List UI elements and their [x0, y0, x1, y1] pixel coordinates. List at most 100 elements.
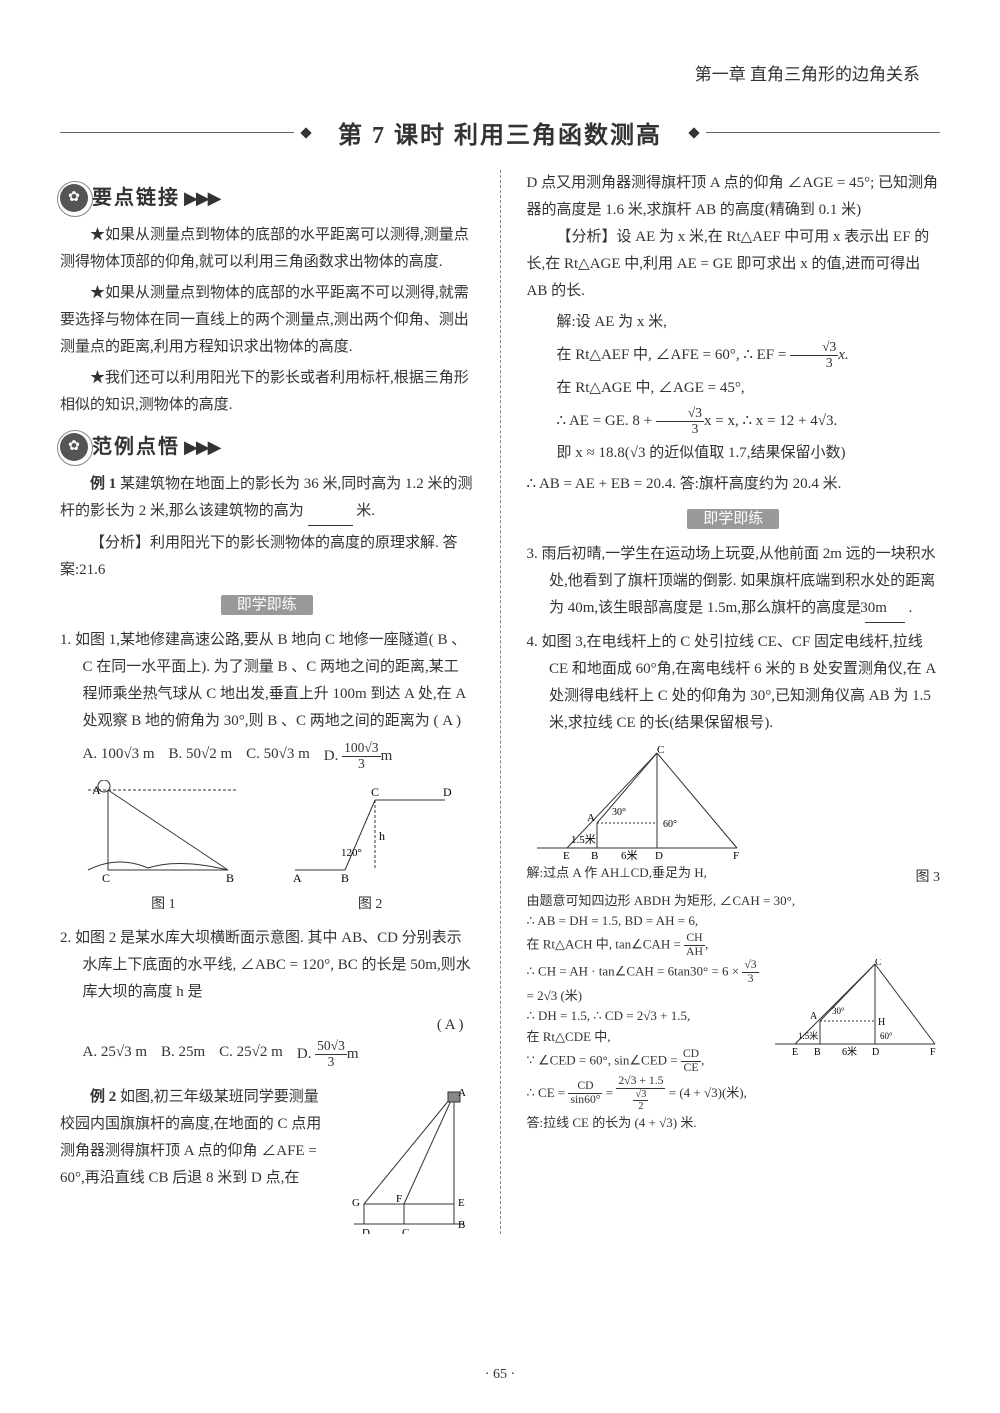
q4-sol-9b-num: 2√3 + 1.5 [616, 1075, 665, 1089]
option-d-unit: m [381, 748, 393, 764]
q4-sol-8-num: CD [681, 1048, 701, 1062]
figure-1-svg: A C B [78, 780, 248, 890]
option-b: B. 50√2 m [168, 741, 232, 772]
example-1-text: 某建筑物在地面上的影长为 36 米,同时高为 1.2 米的测杆的影长为 2 米,… [60, 476, 473, 519]
svg-text:6米: 6米 [621, 849, 638, 862]
title-line-left [60, 132, 294, 133]
svg-text:1.5米: 1.5米 [798, 1030, 818, 1041]
practice-banner-right: 即学即练 [527, 506, 941, 533]
figure-3-svg: C A 30° 1.5米 B E D F 60° 6米 [527, 743, 747, 863]
q4-sol-4-den: AH [684, 946, 705, 959]
figure-2: A B C D h 120° 图 2 [285, 780, 455, 917]
example-1-tail: 米. [356, 503, 375, 519]
svg-text:A: A [458, 1087, 466, 1099]
q4-sol-3: ∴ AB = DH = 1.5, BD = AH = 6, [527, 911, 941, 932]
q4-sol-10: 答:拉线 CE 的长为 (4 + √3) 米. [527, 1113, 941, 1134]
option-d-unit: m [347, 1046, 359, 1062]
sol-l4-post: x = x, ∴ x = 12 + 4√3. [704, 412, 837, 428]
option-a: A. 25√3 m [83, 1039, 147, 1070]
left-column: ✿ 要点链接 ▶▶▶ ★如果从测量点到物体的底部的水平距离可以测得,测量点测得物… [60, 170, 474, 1234]
example-1-blank [308, 498, 353, 526]
svg-text:B: B [341, 871, 349, 885]
sol-l2-num: √3 [790, 340, 838, 356]
practice-label: 即学即练 [221, 595, 313, 615]
diamond-right [688, 127, 699, 138]
svg-text:C: C [875, 959, 882, 968]
svg-text:30°: 30° [612, 807, 626, 818]
problem-2: 2. 如图 2 是某水库大坝横断面示意图. 其中 AB、CD 分别表示水库上下底… [60, 925, 474, 1006]
diamond-left [300, 127, 311, 138]
keypoint-2: ★如果从测量点到物体的底部的水平距离不可以测得,就需要选择与物体在同一直线上的两… [60, 280, 474, 361]
sol-l4-num: √3 [656, 406, 704, 422]
q4-sol-8-post: , [701, 1052, 704, 1067]
problem-4-solution-cont: 由题意可知四边形 ABDH 为矩形, ∠CAH = 30°, ∴ AB = DH… [527, 891, 941, 1134]
q4-sol-1: 解:过点 A 作 AH⊥CD,垂足为 H, [527, 863, 908, 884]
problem-1-options: A. 100√3 m B. 50√2 m C. 50√3 m D. 100√33… [60, 741, 474, 772]
q4-sol-9: ∴ CE = CDsin60° = 2√3 + 1.5√32 = (4 + √3… [527, 1075, 941, 1113]
sol-line-1: 解:设 AE 为 x 米, [527, 309, 941, 336]
option-c: C. 25√2 m [219, 1039, 283, 1070]
section-keypoints-header: ✿ 要点链接 ▶▶▶ [60, 180, 474, 216]
sol-line-3: 在 Rt△AGE 中, ∠AGE = 45°, [527, 375, 941, 402]
example-2-analysis: 【分析】设 AE 为 x 米,在 Rt△AEF 中可用 x 表示出 EF 的长,… [527, 224, 941, 305]
q4-sol-9a-num: CD [568, 1080, 602, 1094]
page-number: · 65 · [485, 1367, 515, 1383]
q4-sol-5-pre: ∴ CH = AH · tan∠CAH = 6tan30° = 6 × [527, 963, 743, 978]
figure-3-caption: 图 3 [916, 865, 941, 890]
option-d-pre: D. [324, 748, 342, 764]
section-keypoints-label: 要点链接 [92, 180, 180, 216]
title-line-right [706, 132, 940, 133]
svg-text:h: h [379, 829, 385, 843]
practice-banner-left: 即学即练 [60, 592, 474, 619]
svg-text:A: A [810, 1011, 818, 1022]
svg-text:C: C [657, 744, 664, 756]
q4-sol-9-pre: ∴ CE = [527, 1085, 569, 1100]
q4-sol-4-post: , [705, 937, 708, 952]
option-d-pre: D. [297, 1046, 315, 1062]
svg-text:D: D [872, 1047, 879, 1058]
figure-3b: C A 30° H 1.5米 B E D F 60° 6米 [770, 959, 940, 1059]
svg-text:B: B [458, 1219, 465, 1231]
svg-text:120°: 120° [341, 847, 362, 859]
svg-text:E: E [458, 1197, 465, 1209]
svg-text:A: A [587, 812, 595, 824]
option-a: A. 100√3 m [83, 741, 155, 772]
keypoint-1: ★如果从测量点到物体的底部的水平距离可以测得,测量点测得物体顶部的仰角,就可以利… [60, 222, 474, 276]
q4-sol-7: 在 Rt△CDE 中, [527, 1027, 763, 1048]
example-2-label: 例 2 [90, 1089, 116, 1105]
sol-l2-den: 3 [790, 356, 838, 371]
figure-1: A C B 图 1 [78, 780, 248, 917]
option-d: D. 100√33m [324, 741, 392, 772]
svg-text:C: C [102, 871, 110, 885]
practice-label: 即学即练 [687, 509, 779, 529]
example-2-figure: A B C D E F G [344, 1084, 474, 1234]
option-d-den: 3 [315, 1055, 347, 1070]
sol-line-6: ∴ AB = AE + EB = 20.4. 答:旗杆高度约为 20.4 米. [527, 471, 941, 498]
figure-2-svg: A B C D h 120° [285, 780, 455, 890]
svg-text:B: B [814, 1047, 821, 1058]
svg-text:F: F [396, 1193, 402, 1205]
figure-3b-svg: C A 30° H 1.5米 B E D F 60° 6米 [770, 959, 940, 1059]
option-d-num: 100√3 [342, 741, 380, 757]
sol-l4-den: 3 [656, 422, 704, 437]
svg-text:60°: 60° [880, 1031, 893, 1041]
q4-sol-5-num: √3 [742, 959, 758, 973]
q4-sol-4-pre: 在 Rt△ACH 中, tan∠CAH = [527, 937, 685, 952]
svg-text:F: F [733, 850, 739, 862]
q4-sol-9a-den: sin60° [568, 1094, 602, 1107]
svg-text:B: B [226, 871, 234, 885]
example-1-label: 例 1 [90, 476, 116, 492]
svg-text:6米: 6米 [842, 1045, 857, 1058]
q4-sol-9-mid: = [602, 1085, 616, 1100]
q4-sol-2: 由题意可知四边形 ABDH 为矩形, ∠CAH = 30°, [527, 891, 941, 912]
column-divider [500, 170, 501, 1234]
section-examples-label: 范例点悟 [92, 429, 180, 465]
right-column: D 点又用测角器测得旗杆顶 A 点的仰角 ∠AGE = 45°; 已知测角器的高… [527, 170, 941, 1234]
option-d-den: 3 [342, 757, 380, 772]
option-d-num: 50√3 [315, 1039, 347, 1055]
example-2-continuation: D 点又用测角器测得旗杆顶 A 点的仰角 ∠AGE = 45°; 已知测角器的高… [527, 170, 941, 224]
svg-text:E: E [792, 1047, 798, 1058]
problem-3-tail: . [909, 600, 913, 616]
problem-4-solution-row: 解:过点 A 作 AH⊥CD,垂足为 H, 图 3 [527, 863, 941, 890]
q4-sol-8-pre: ∵ ∠CED = 60°, sin∠CED = [527, 1052, 681, 1067]
